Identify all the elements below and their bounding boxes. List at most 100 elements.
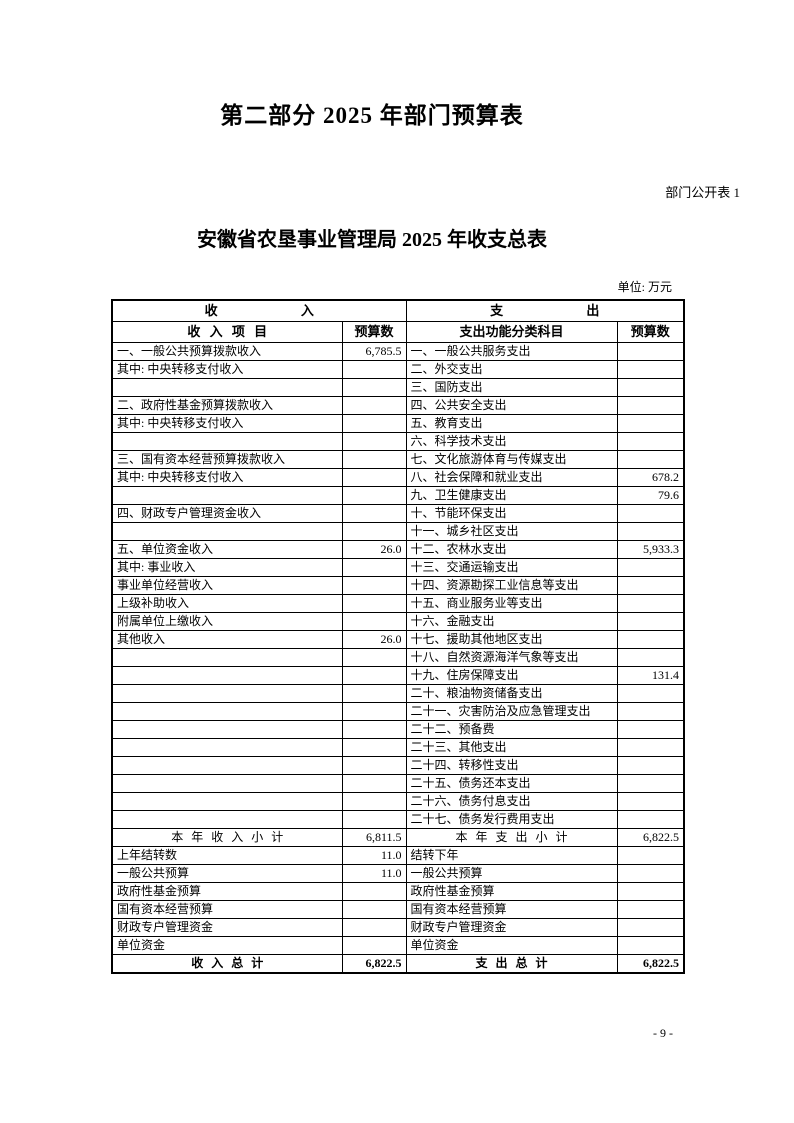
expense-value-cell bbox=[616, 396, 685, 415]
income-item-cell bbox=[111, 666, 343, 685]
income-value-cell bbox=[341, 792, 407, 811]
expense-item-cell: 七、文化旅游体育与传媒支出 bbox=[405, 450, 618, 469]
expense-item-cell: 三、国防支出 bbox=[405, 378, 618, 397]
expense-item-cell: 支 出 总 计 bbox=[405, 954, 618, 974]
expense-value-cell bbox=[616, 774, 685, 793]
part-title: 第二部分 2025 年部门预算表 bbox=[220, 103, 524, 128]
income-value-cell bbox=[341, 918, 407, 937]
income-item-cell bbox=[111, 648, 343, 667]
table-row: 二十七、债务发行费用支出 bbox=[111, 810, 685, 829]
expense-value-cell bbox=[616, 846, 685, 865]
income-item-cell: 国有资本经营预算 bbox=[111, 900, 343, 919]
table-row: 其中: 事业收入 十三、交通运输支出 bbox=[111, 558, 685, 577]
income-value-cell bbox=[341, 360, 407, 379]
income-value-cell bbox=[341, 450, 407, 469]
income-value-cell: 11.0 bbox=[341, 864, 407, 883]
expense-value-cell bbox=[616, 414, 685, 433]
income-item-column-header: 收 入 项 目 bbox=[111, 321, 343, 343]
table-row: 本 年 收 入 小 计 6,811.5 本 年 支 出 小 计 6,822.5 bbox=[111, 828, 685, 847]
income-value-cell bbox=[341, 720, 407, 739]
expense-value-cell bbox=[616, 594, 685, 613]
expense-item-cell: 二十四、转移性支出 bbox=[405, 756, 618, 775]
table-row: 二十三、其他支出 bbox=[111, 738, 685, 757]
table-title: 安徽省农垦事业管理局 2025 年收支总表 bbox=[197, 229, 547, 251]
expense-budget-column-header: 预算数 bbox=[616, 321, 685, 343]
expense-value-cell bbox=[616, 900, 685, 919]
expense-value-cell: 6,822.5 bbox=[616, 954, 685, 974]
expense-value-cell bbox=[616, 720, 685, 739]
expense-item-cell: 二十三、其他支出 bbox=[405, 738, 618, 757]
income-value-cell bbox=[341, 666, 407, 685]
income-item-cell bbox=[111, 522, 343, 541]
income-value-cell bbox=[341, 756, 407, 775]
income-item-cell: 事业单位经营收入 bbox=[111, 576, 343, 595]
expense-item-cell: 十二、农林水支出 bbox=[405, 540, 618, 559]
table-row: 一般公共预算 11.0 一般公共预算 bbox=[111, 864, 685, 883]
expense-item-column-header: 支出功能分类科目 bbox=[405, 321, 618, 343]
table-row: 其中: 中央转移支付收入 八、社会保障和就业支出 678.2 bbox=[111, 468, 685, 487]
expense-value-cell: 131.4 bbox=[616, 666, 685, 685]
table-row: 其他收入 26.0 十七、援助其他地区支出 bbox=[111, 630, 685, 649]
income-value-cell: 11.0 bbox=[341, 846, 407, 865]
table-row: 一、一般公共预算拨款收入 6,785.5 一、一般公共服务支出 bbox=[111, 342, 685, 361]
income-item-cell bbox=[111, 702, 343, 721]
income-value-cell: 6,811.5 bbox=[341, 828, 407, 847]
income-item-cell: 财政专户管理资金 bbox=[111, 918, 343, 937]
table-row: 二十、粮油物资储备支出 bbox=[111, 684, 685, 703]
income-item-cell: 其中: 事业收入 bbox=[111, 558, 343, 577]
income-item-cell: 其中: 中央转移支付收入 bbox=[111, 414, 343, 433]
expense-value-cell: 79.6 bbox=[616, 486, 685, 505]
income-budget-column-header: 预算数 bbox=[341, 321, 407, 343]
table-row: 上级补助收入 十五、商业服务业等支出 bbox=[111, 594, 685, 613]
income-value-cell bbox=[341, 522, 407, 541]
income-item-cell bbox=[111, 684, 343, 703]
expense-item-cell: 十五、商业服务业等支出 bbox=[405, 594, 618, 613]
expense-item-cell: 十三、交通运输支出 bbox=[405, 558, 618, 577]
table-row: 其中: 中央转移支付收入 五、教育支出 bbox=[111, 414, 685, 433]
table-row: 政府性基金预算 政府性基金预算 bbox=[111, 882, 685, 901]
income-item-cell: 一般公共预算 bbox=[111, 864, 343, 883]
income-item-cell: 其他收入 bbox=[111, 630, 343, 649]
expense-item-cell: 二十、粮油物资储备支出 bbox=[405, 684, 618, 703]
expense-value-cell bbox=[616, 882, 685, 901]
income-value-cell bbox=[341, 396, 407, 415]
expense-item-cell: 结转下年 bbox=[405, 846, 618, 865]
expense-value-cell bbox=[616, 918, 685, 937]
income-value-cell bbox=[341, 378, 407, 397]
income-value-cell: 26.0 bbox=[341, 540, 407, 559]
table-row: 二十六、债务付息支出 bbox=[111, 792, 685, 811]
income-item-cell bbox=[111, 738, 343, 757]
income-item-cell: 收 入 总 计 bbox=[111, 954, 343, 974]
expense-value-cell bbox=[616, 576, 685, 595]
expense-value-cell bbox=[616, 864, 685, 883]
table-row: 收 入 总 计 6,822.5 支 出 总 计 6,822.5 bbox=[111, 954, 685, 974]
income-value-cell bbox=[341, 702, 407, 721]
budget-table: 收 入 支 出 收 入 项 目 预算数 支出功能分类科目 预算数 一、一般公共预… bbox=[111, 299, 686, 974]
expense-item-cell: 一、一般公共服务支出 bbox=[405, 342, 618, 361]
table-row: 三、国防支出 bbox=[111, 378, 685, 397]
income-value-cell: 6,822.5 bbox=[341, 954, 407, 974]
table-row: 二十四、转移性支出 bbox=[111, 756, 685, 775]
table-row: 事业单位经营收入 十四、资源勘探工业信息等支出 bbox=[111, 576, 685, 595]
table-group-header-row: 收 入 支 出 bbox=[111, 299, 685, 322]
expense-value-cell: 678.2 bbox=[616, 468, 685, 487]
table-row: 国有资本经营预算 国有资本经营预算 bbox=[111, 900, 685, 919]
income-item-cell: 本 年 收 入 小 计 bbox=[111, 828, 343, 847]
income-item-cell bbox=[111, 756, 343, 775]
expense-value-cell bbox=[616, 558, 685, 577]
table-row: 附属单位上缴收入 十六、金融支出 bbox=[111, 612, 685, 631]
table-row: 二十五、债务还本支出 bbox=[111, 774, 685, 793]
expense-item-cell: 十四、资源勘探工业信息等支出 bbox=[405, 576, 618, 595]
income-value-cell bbox=[341, 882, 407, 901]
income-value-cell bbox=[341, 558, 407, 577]
income-group-header: 收 入 bbox=[111, 299, 407, 322]
expense-value-cell bbox=[616, 684, 685, 703]
expense-item-cell: 二十二、预备费 bbox=[405, 720, 618, 739]
income-value-cell bbox=[341, 612, 407, 631]
expense-value-cell bbox=[616, 612, 685, 631]
table-label: 部门公开表 1 bbox=[665, 185, 740, 200]
expense-value-cell bbox=[616, 702, 685, 721]
expense-item-cell: 四、公共安全支出 bbox=[405, 396, 618, 415]
expense-item-cell: 本 年 支 出 小 计 bbox=[405, 828, 618, 847]
